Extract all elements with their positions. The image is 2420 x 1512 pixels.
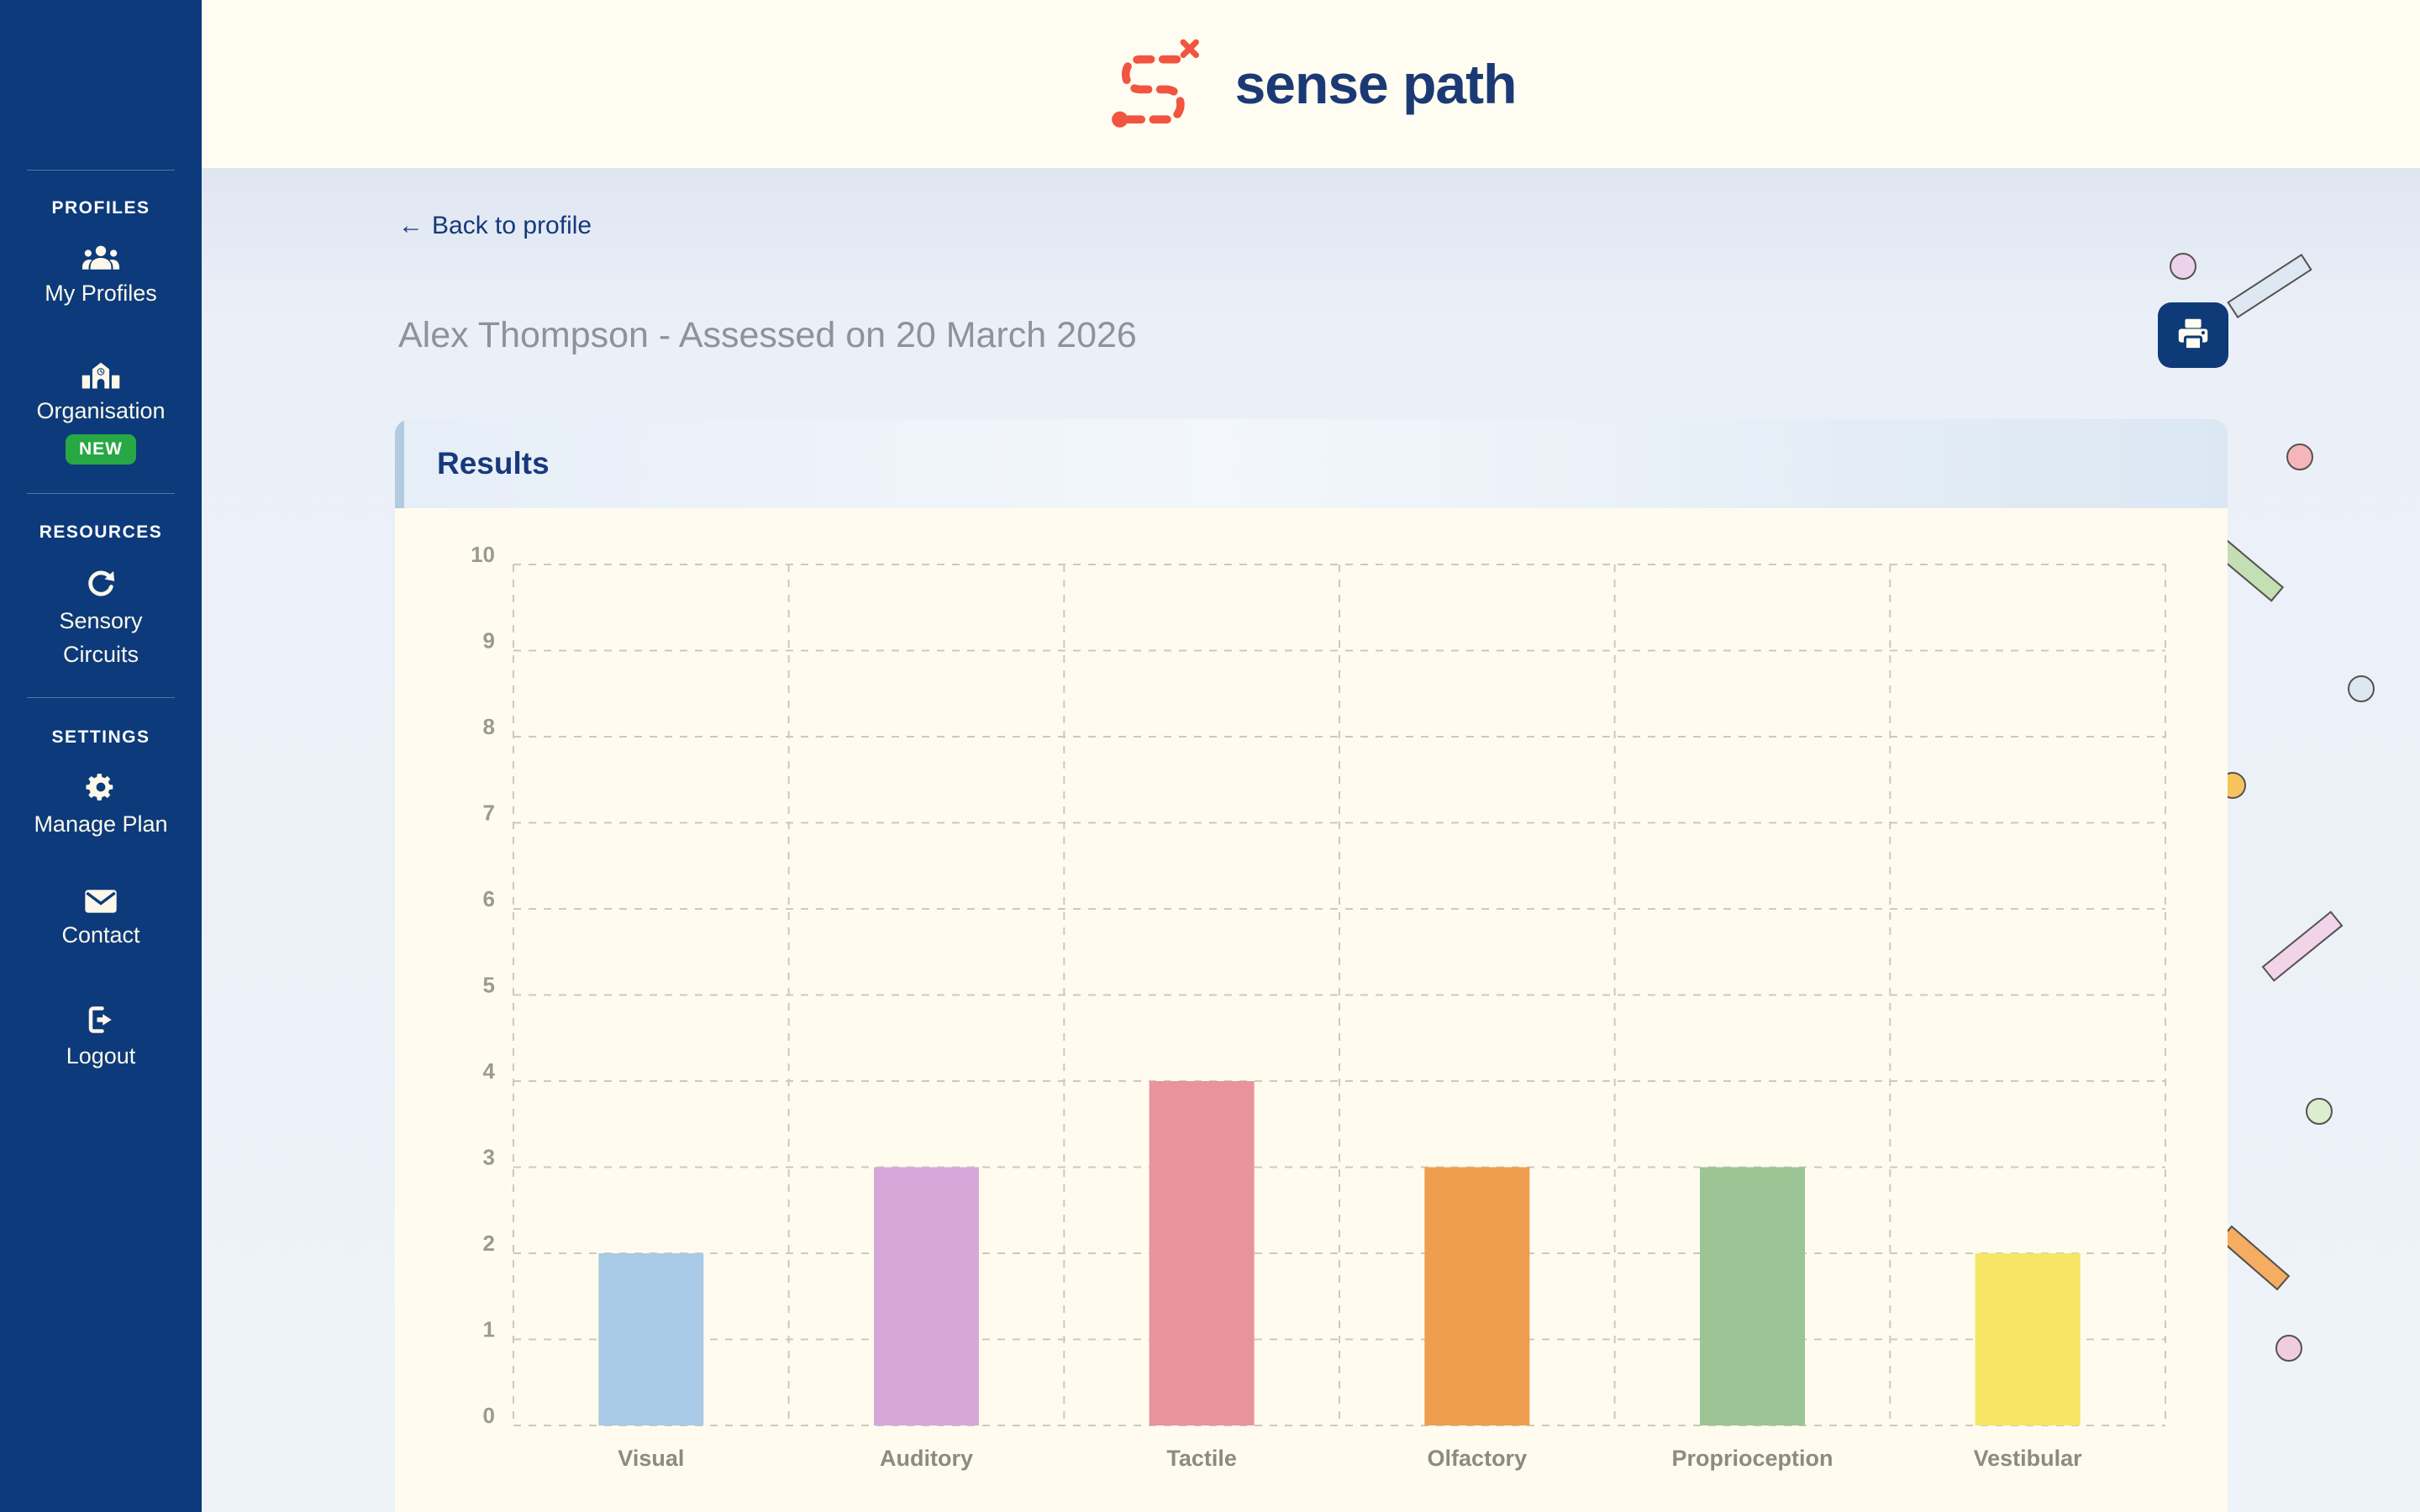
sidebar-item-label: Manage Plan bbox=[34, 811, 168, 837]
sidebar-item-manage-plan[interactable]: Manage Plan bbox=[0, 771, 202, 841]
svg-text:10: 10 bbox=[471, 542, 495, 567]
sidebar-item-label: Contact bbox=[61, 922, 140, 948]
sidebar-item-contact[interactable]: Contact bbox=[0, 889, 202, 952]
arrow-left-icon: ← bbox=[398, 212, 424, 239]
sidebar-item-label: Sensory Circuits bbox=[59, 608, 143, 667]
page-title: Alex Thompson - Assessed on 20 March 202… bbox=[398, 314, 1137, 355]
svg-text:5: 5 bbox=[483, 973, 495, 998]
sidebar-heading-resources: RESOURCES bbox=[39, 522, 163, 542]
bar-olfactory bbox=[1424, 1167, 1530, 1425]
results-panel-header: Results bbox=[395, 419, 2228, 508]
svg-text:3: 3 bbox=[483, 1145, 495, 1170]
svg-text:6: 6 bbox=[483, 886, 495, 911]
back-to-profile-link[interactable]: ← Back to profile bbox=[398, 212, 592, 240]
sidebar-divider bbox=[27, 493, 175, 494]
sidebar-item-organisation[interactable]: Organisation NEW bbox=[0, 360, 202, 465]
sidebar-item-label: My Profiles bbox=[45, 281, 157, 306]
svg-text:8: 8 bbox=[483, 714, 495, 739]
brand-logo[interactable]: sense path bbox=[1106, 34, 1517, 134]
x-axis-label: Auditory bbox=[880, 1446, 973, 1471]
print-button[interactable] bbox=[2158, 302, 2228, 368]
users-icon bbox=[82, 244, 119, 276]
sidebar-heading-profiles: PROFILES bbox=[51, 198, 150, 218]
x-axis-label: Visual bbox=[618, 1446, 684, 1471]
sidebar-divider bbox=[27, 170, 175, 171]
back-link-label: Back to profile bbox=[432, 212, 592, 239]
sidebar-item-sensory-circuits[interactable]: Sensory Circuits bbox=[0, 568, 202, 671]
dashed-s-path-icon bbox=[1106, 34, 1213, 134]
svg-text:4: 4 bbox=[483, 1058, 496, 1084]
bar-tactile bbox=[1149, 1081, 1255, 1425]
school-icon bbox=[82, 360, 120, 394]
sidebar-divider bbox=[27, 697, 175, 698]
sidebar-item-label: Organisation bbox=[36, 398, 166, 423]
svg-text:2: 2 bbox=[483, 1231, 495, 1256]
confetti-circle bbox=[2286, 444, 2313, 470]
sidebar-item-label: Logout bbox=[66, 1043, 136, 1068]
confetti-circle bbox=[2275, 1335, 2302, 1362]
bar-auditory bbox=[874, 1167, 979, 1425]
svg-text:0: 0 bbox=[483, 1403, 495, 1428]
new-badge: NEW bbox=[66, 434, 136, 465]
confetti-circle bbox=[2348, 675, 2375, 702]
gear-icon bbox=[85, 771, 117, 807]
results-bar-chart: 0 1 2 3 4 5 6 7 8 9 10 Visual Auditory Tactile Olfacto… bbox=[395, 508, 2228, 1512]
svg-text:9: 9 bbox=[483, 628, 495, 654]
logout-icon bbox=[86, 1005, 116, 1039]
bar-visual bbox=[598, 1253, 704, 1425]
bar-proprioception bbox=[1700, 1167, 1805, 1425]
x-axis-label: Olfactory bbox=[1428, 1446, 1528, 1471]
sidebar-item-my-profiles[interactable]: My Profiles bbox=[0, 244, 202, 310]
refresh-icon bbox=[85, 568, 117, 604]
printer-icon bbox=[2174, 315, 2212, 356]
envelope-icon bbox=[84, 889, 118, 918]
confetti-circle bbox=[2306, 1098, 2333, 1125]
svg-text:7: 7 bbox=[483, 801, 495, 826]
x-axis-label: Proprioception bbox=[1671, 1446, 1833, 1471]
top-bar: sense path bbox=[202, 0, 2420, 168]
bar-vestibular bbox=[1975, 1253, 2081, 1425]
results-panel: Results 0 1 2 3 4 5 6 7 8 9 10 Visual Auditory Tactil… bbox=[395, 419, 2228, 1512]
x-axis-label: Vestibular bbox=[1974, 1446, 2083, 1471]
results-panel-title: Results bbox=[437, 446, 550, 480]
brand-name: sense path bbox=[1234, 53, 1518, 115]
title-row: Alex Thompson - Assessed on 20 March 202… bbox=[398, 302, 2228, 368]
confetti-circle bbox=[2170, 253, 2196, 280]
sidebar-heading-settings: SETTINGS bbox=[51, 727, 150, 747]
x-axis-label: Tactile bbox=[1166, 1446, 1237, 1471]
svg-text:1: 1 bbox=[483, 1317, 495, 1342]
sidebar-item-logout[interactable]: Logout bbox=[0, 1005, 202, 1073]
sidebar: PROFILES My Profiles bbox=[0, 0, 202, 1512]
